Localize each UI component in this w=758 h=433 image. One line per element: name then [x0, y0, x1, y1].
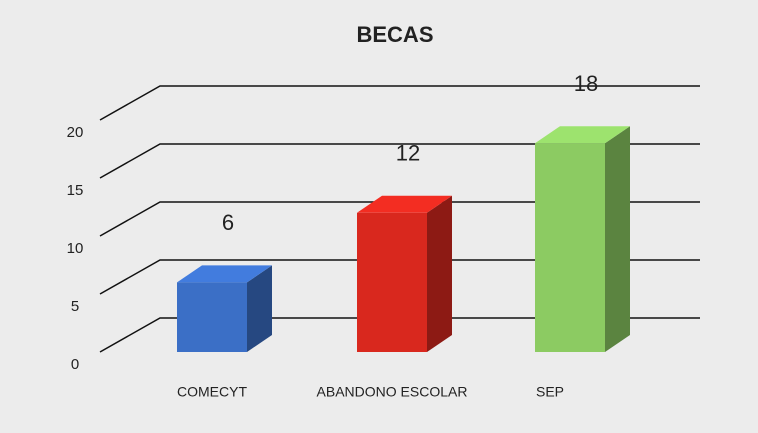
grid-line	[99, 85, 700, 121]
x-tick-label: SEP	[536, 384, 564, 400]
data-label: 6	[222, 210, 234, 235]
bar-top	[357, 195, 452, 213]
bar	[357, 212, 427, 352]
y-tick-label: 20	[67, 124, 84, 141]
bar	[535, 143, 605, 352]
chart-title: BECAS	[356, 22, 433, 47]
y-tick-label: 15	[67, 182, 84, 199]
y-tick-label: 0	[71, 356, 79, 373]
y-tick-label: 5	[71, 298, 79, 315]
data-label: 12	[396, 141, 420, 166]
bar-top	[535, 126, 630, 144]
bar-side	[247, 265, 272, 352]
data-label: 18	[574, 71, 598, 96]
grid-line	[99, 317, 700, 353]
bar-side	[605, 126, 630, 352]
grid-line	[99, 259, 700, 295]
grid-line	[99, 201, 700, 237]
x-tick-label: ABANDONO ESCOLAR	[317, 384, 468, 400]
bar-top	[177, 265, 272, 283]
y-tick-label: 10	[67, 240, 84, 257]
bar	[177, 282, 247, 352]
x-tick-label: COMECYT	[177, 384, 247, 400]
grid-line	[99, 143, 700, 179]
bar-side	[427, 195, 452, 352]
